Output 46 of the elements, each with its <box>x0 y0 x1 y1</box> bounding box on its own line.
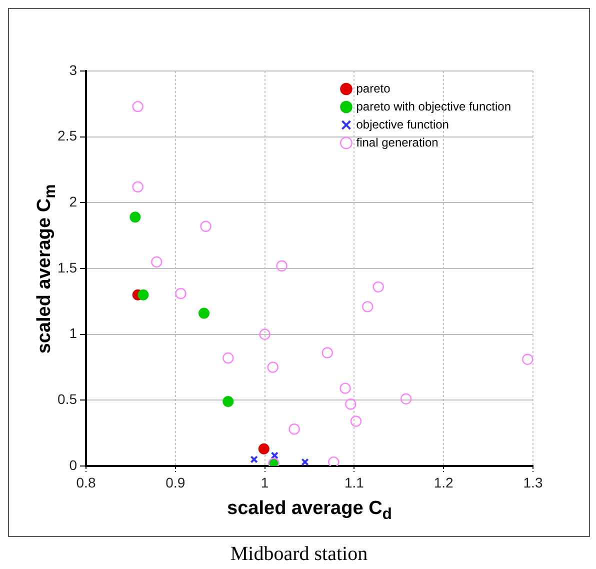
legend-label: pareto <box>356 81 391 96</box>
point <box>322 347 333 358</box>
y-tick-label: 1 <box>69 325 78 342</box>
x-tick-label: 1.2 <box>434 474 454 490</box>
point <box>259 328 270 340</box>
y-tick-label: 2 <box>69 194 78 210</box>
point <box>267 362 278 373</box>
legend-label: objective function <box>356 117 449 132</box>
point <box>400 393 412 404</box>
point <box>270 452 278 460</box>
point <box>522 354 533 365</box>
point <box>222 396 234 407</box>
x-axis-title: scaled average C$_{d}$ <box>226 498 393 524</box>
point <box>200 220 212 232</box>
point <box>288 424 300 435</box>
x-tick-label: 1.3 <box>523 474 543 490</box>
point <box>130 212 141 223</box>
point <box>350 416 362 427</box>
point <box>362 301 374 312</box>
point <box>328 456 340 466</box>
point <box>222 352 234 364</box>
point <box>340 382 351 394</box>
point <box>276 260 288 272</box>
point <box>345 398 356 410</box>
y-tick-label: 0.5 <box>58 391 78 408</box>
y-tick-label: 0 <box>69 456 78 473</box>
x-tick-label: 1.1 <box>344 474 364 490</box>
x-tick-label: 0.8 <box>76 474 96 490</box>
x-tick-label: 0.9 <box>166 474 186 490</box>
text: Midboard station <box>229 543 369 566</box>
point <box>132 181 144 192</box>
point <box>301 458 309 466</box>
point <box>198 308 210 319</box>
point <box>250 456 258 464</box>
point <box>132 100 144 112</box>
point <box>151 256 162 268</box>
point <box>175 288 186 300</box>
point <box>258 443 270 454</box>
x-tick-label: 1 <box>260 474 269 490</box>
point <box>372 281 384 293</box>
legend-label: pareto with objective function <box>356 99 512 114</box>
y-tick-label: 1.5 <box>58 259 78 276</box>
y-tick-label: 3 <box>69 62 78 78</box>
point <box>138 289 149 300</box>
y-tick-label: 2.5 <box>58 128 78 144</box>
legend-label: final generation <box>356 135 438 150</box>
